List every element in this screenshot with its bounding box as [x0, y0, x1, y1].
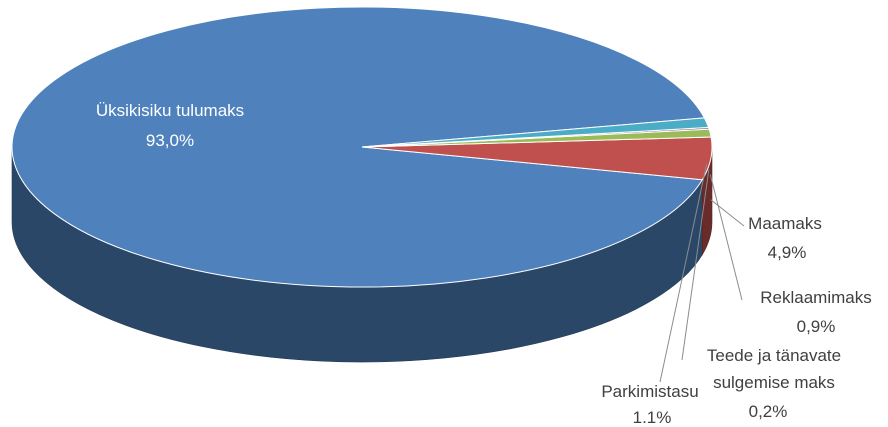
- label-reklaamimaks-value: 0,9%: [797, 317, 836, 336]
- leader-maamaks: [710, 199, 745, 227]
- leader-reklaamimaks: [709, 174, 743, 301]
- label-teede-name-line1: Teede ja tänavate: [707, 346, 841, 365]
- slice-uksikisiku-tulumaks: [11, 6, 706, 288]
- leader-teede-ja-tanavate-sulgemise-maks: [681, 169, 710, 361]
- label-uksikisiku-value: 93,0%: [146, 131, 194, 150]
- label-maamaks-name: Maamaks: [748, 214, 822, 233]
- label-reklaamimaks-name: Reklaamimaks: [760, 288, 871, 307]
- label-teede-name-line2: sulgemise maks: [713, 373, 835, 392]
- slice-parkimistasu: [361, 117, 710, 148]
- label-uksikisiku-name: Üksikisiku tulumaks: [96, 101, 244, 120]
- leader-parkimistasu: [659, 163, 708, 383]
- pie-slices: [11, 6, 713, 288]
- leader-lines: [659, 163, 745, 383]
- label-parkimistasu-value: 1.1%: [633, 408, 672, 427]
- label-parkimistasu-name: Parkimistasu: [601, 382, 698, 401]
- label-teede-value: 0,2%: [749, 402, 788, 421]
- label-maamaks-value: 4,9%: [768, 243, 807, 262]
